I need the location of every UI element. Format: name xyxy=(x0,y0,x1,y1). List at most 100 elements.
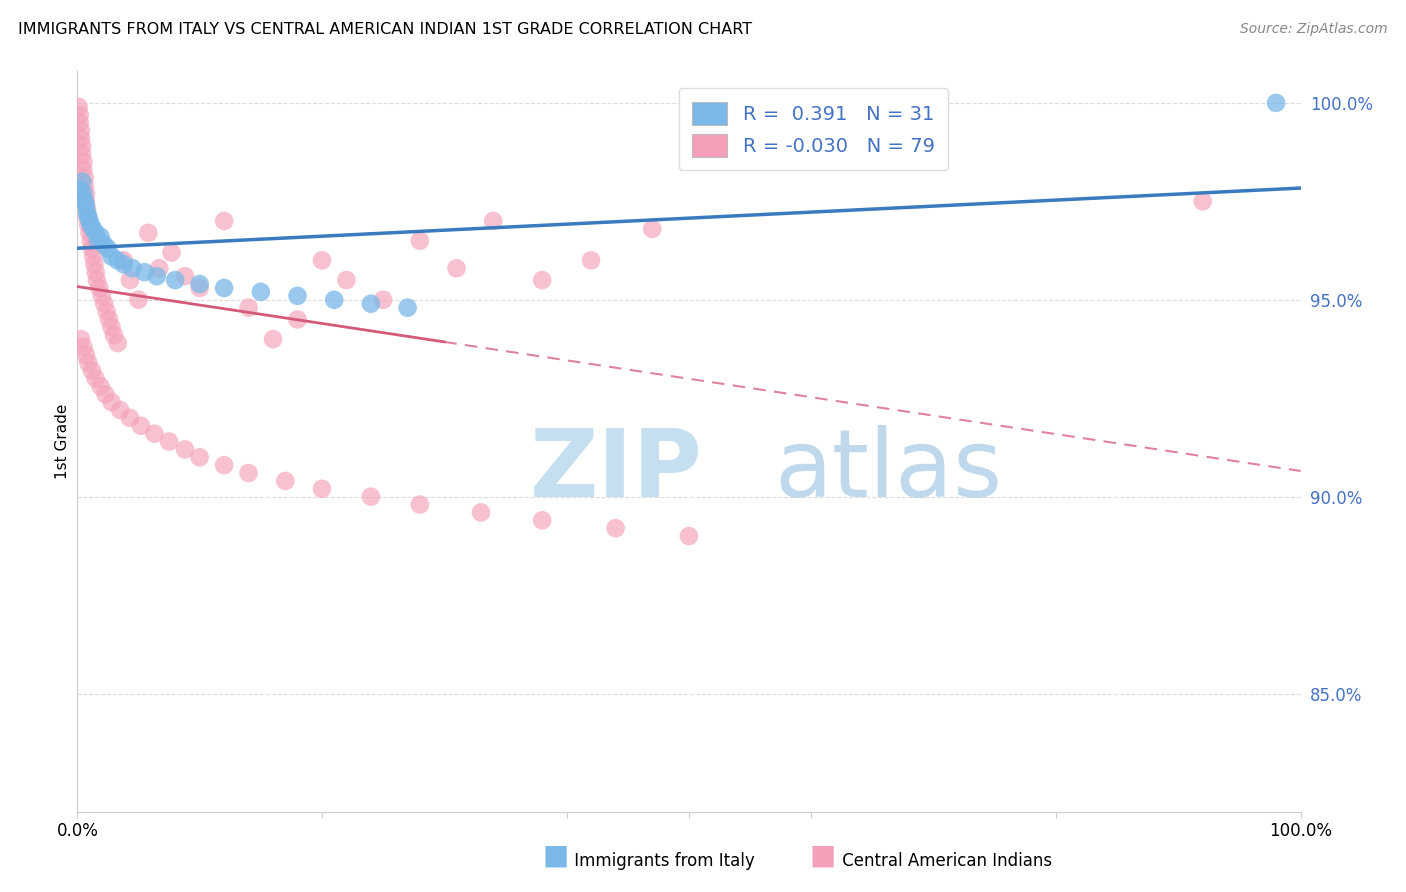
Point xyxy=(482,214,505,228)
Point xyxy=(93,237,115,252)
Point xyxy=(79,214,101,228)
Point xyxy=(188,277,211,291)
Point xyxy=(84,371,107,385)
Point xyxy=(75,198,97,212)
Point xyxy=(311,253,333,268)
Point xyxy=(70,139,93,153)
Point xyxy=(146,269,169,284)
Point xyxy=(72,162,94,177)
Point xyxy=(77,218,100,232)
Point xyxy=(360,296,382,310)
Point xyxy=(73,194,96,209)
Point xyxy=(108,403,131,417)
Point xyxy=(143,426,166,441)
Text: ■: ■ xyxy=(810,842,835,870)
Point xyxy=(112,253,135,268)
Point xyxy=(76,202,98,217)
Point xyxy=(87,234,110,248)
Point xyxy=(72,186,94,201)
Point xyxy=(409,498,432,512)
Point xyxy=(80,242,103,256)
Y-axis label: 1st Grade: 1st Grade xyxy=(55,404,70,479)
Point xyxy=(107,336,129,351)
Point xyxy=(160,245,183,260)
Point xyxy=(311,482,333,496)
Point xyxy=(90,289,112,303)
Text: IMMIGRANTS FROM ITALY VS CENTRAL AMERICAN INDIAN 1ST GRADE CORRELATION CHART: IMMIGRANTS FROM ITALY VS CENTRAL AMERICA… xyxy=(18,22,752,37)
Point xyxy=(129,418,152,433)
Point xyxy=(69,182,91,196)
Point xyxy=(287,289,309,303)
Point xyxy=(70,147,93,161)
Point xyxy=(86,273,108,287)
Point xyxy=(96,304,118,318)
Text: ■: ■ xyxy=(543,842,568,870)
Point xyxy=(70,175,93,189)
Point xyxy=(174,442,197,457)
Point xyxy=(641,222,664,236)
Point xyxy=(82,222,104,236)
Point xyxy=(70,190,93,204)
Point xyxy=(262,332,284,346)
Point xyxy=(1265,95,1288,110)
Point xyxy=(70,123,93,137)
Point xyxy=(75,194,97,209)
Text: Immigrants from Italy: Immigrants from Italy xyxy=(569,852,755,870)
Point xyxy=(335,273,357,287)
Point xyxy=(287,312,309,326)
Point xyxy=(323,293,346,307)
Point xyxy=(112,257,135,271)
Point xyxy=(75,348,97,362)
Text: Central American Indians: Central American Indians xyxy=(837,852,1052,870)
Point xyxy=(165,273,187,287)
Point xyxy=(69,115,91,129)
Point xyxy=(134,265,156,279)
Point xyxy=(470,505,492,519)
Point xyxy=(100,250,122,264)
Point xyxy=(67,100,90,114)
Point xyxy=(93,296,115,310)
Point xyxy=(77,210,100,224)
Point xyxy=(90,229,112,244)
Point xyxy=(84,265,107,279)
Point xyxy=(98,312,121,326)
Point xyxy=(79,226,101,240)
Point xyxy=(605,521,627,535)
Point xyxy=(118,273,141,287)
Point xyxy=(75,186,97,201)
Legend: R =  0.391   N = 31, R = -0.030   N = 79: R = 0.391 N = 31, R = -0.030 N = 79 xyxy=(679,88,948,170)
Text: atlas: atlas xyxy=(775,425,1002,517)
Point xyxy=(531,273,554,287)
Point xyxy=(188,450,211,465)
Point xyxy=(360,490,382,504)
Point xyxy=(80,218,103,232)
Point xyxy=(72,155,94,169)
Text: ZIP: ZIP xyxy=(530,425,703,517)
Text: Source: ZipAtlas.com: Source: ZipAtlas.com xyxy=(1240,22,1388,37)
Point xyxy=(579,253,602,268)
Point xyxy=(84,226,107,240)
Point xyxy=(90,379,112,393)
Point xyxy=(188,281,211,295)
Point xyxy=(83,257,105,271)
Point xyxy=(72,340,94,354)
Point xyxy=(97,242,120,256)
Point xyxy=(70,332,93,346)
Point xyxy=(80,234,103,248)
Point xyxy=(1191,194,1213,209)
Point xyxy=(69,108,91,122)
Point xyxy=(118,411,141,425)
Point xyxy=(212,458,235,472)
Point xyxy=(678,529,700,543)
Point xyxy=(80,364,103,378)
Point xyxy=(371,293,394,307)
Point xyxy=(136,226,159,240)
Point xyxy=(121,261,143,276)
Point xyxy=(73,178,96,193)
Point xyxy=(76,206,98,220)
Point xyxy=(77,356,100,370)
Point xyxy=(212,281,235,295)
Point xyxy=(238,466,260,480)
Point xyxy=(531,513,554,527)
Point xyxy=(128,293,150,307)
